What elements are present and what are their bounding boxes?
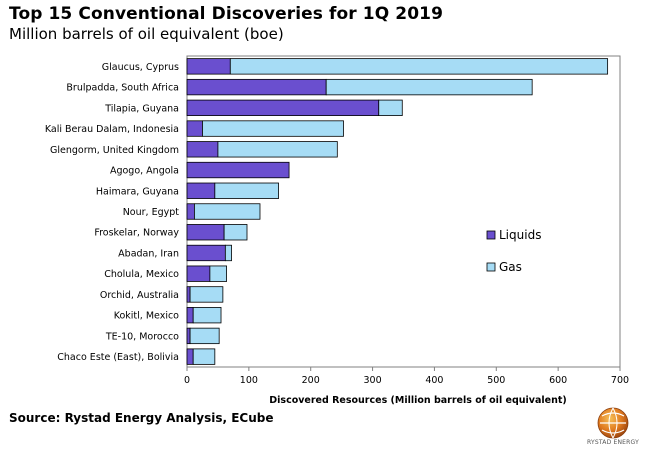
legend-label: Liquids xyxy=(499,228,541,242)
x-tick-label: 0 xyxy=(184,375,190,386)
bar-gas xyxy=(192,348,216,365)
bar-liquids xyxy=(186,244,226,262)
bar-gas xyxy=(189,327,220,345)
category-label: Kali Berau Dalam, Indonesia xyxy=(45,124,179,135)
bar-gas xyxy=(194,203,261,220)
category-label: Glaucus, Cyprus xyxy=(102,62,179,73)
category-label: Orchid, Australia xyxy=(100,290,179,301)
x-tick-label: 400 xyxy=(425,375,443,386)
bar-gas xyxy=(217,141,338,158)
category-label: Tilapia, Guyana xyxy=(104,103,179,114)
category-label: Cholula, Mexico xyxy=(104,269,179,280)
category-label: TE-10, Morocco xyxy=(105,331,179,342)
bar-gas xyxy=(192,307,222,324)
category-label: Chaco Este (East), Bolivia xyxy=(57,352,179,363)
x-axis-label: Discovered Resources (Million barrels of… xyxy=(269,395,566,406)
legend: Liquids Gas xyxy=(486,228,541,274)
bar-liquids xyxy=(186,141,219,158)
bar-liquids xyxy=(186,99,380,116)
category-label: Abadan, Iran xyxy=(118,248,179,259)
chart-title: Top 15 Conventional Discoveries for 1Q 2… xyxy=(9,4,443,24)
x-axis: 0 100 200 300 400 500 600 700 Discovered Resourc… xyxy=(184,367,629,406)
x-tick-label: 200 xyxy=(302,375,320,386)
bar-liquids xyxy=(186,182,216,199)
bar-liquids xyxy=(186,161,290,179)
category-label: Nour, Egypt xyxy=(123,207,180,218)
bar-gas xyxy=(229,58,609,75)
rystad-logo: RYSTAD ENERGY xyxy=(578,406,648,450)
globe-icon xyxy=(597,407,629,439)
category-label: Froskelar, Norway xyxy=(94,228,179,239)
x-tick-label: 700 xyxy=(611,375,629,386)
legend-swatch xyxy=(486,230,496,240)
bar-gas xyxy=(325,78,533,96)
bar-gas xyxy=(378,99,403,116)
logo-text: RYSTAD ENERGY xyxy=(587,439,639,446)
bar-liquids xyxy=(186,120,203,137)
bar-liquids xyxy=(186,58,231,75)
bar-liquids xyxy=(186,203,195,220)
bar-liquids xyxy=(186,348,194,365)
chart-subtitle: Million barrels of oil equivalent (boe) xyxy=(9,25,284,43)
legend-label: Gas xyxy=(499,260,522,274)
source-note: Source: Rystad Energy Analysis, ECube xyxy=(9,411,274,425)
x-tick-label: 300 xyxy=(364,375,382,386)
bar-liquids xyxy=(186,265,211,282)
category-label: Kokitl, Mexico xyxy=(114,311,179,322)
category-label: Agogo, Angola xyxy=(110,166,179,177)
x-tick-label: 600 xyxy=(549,375,567,386)
bars-group xyxy=(186,58,609,365)
bar-gas xyxy=(224,244,232,262)
category-label: Haimara, Guyana xyxy=(96,186,179,197)
bar-liquids xyxy=(186,327,191,345)
category-label: Glengorm, United Kingdom xyxy=(50,145,179,156)
bar-liquids xyxy=(186,78,327,96)
bar-gas xyxy=(189,286,224,303)
bar-liquids xyxy=(186,307,194,324)
category-labels: Glaucus, Cyprus Brulpadda, South Africa Ti… xyxy=(45,62,180,363)
legend-swatch xyxy=(486,262,496,272)
x-tick-label: 500 xyxy=(487,375,505,386)
x-tick-label: 100 xyxy=(240,375,258,386)
bar-gas xyxy=(214,182,279,199)
bar-liquids xyxy=(186,286,191,303)
bar-liquids xyxy=(186,224,225,241)
bar-gas xyxy=(209,265,227,282)
bar-gas xyxy=(202,120,344,137)
bar-gas xyxy=(223,224,248,241)
category-label: Brulpadda, South Africa xyxy=(66,83,179,94)
